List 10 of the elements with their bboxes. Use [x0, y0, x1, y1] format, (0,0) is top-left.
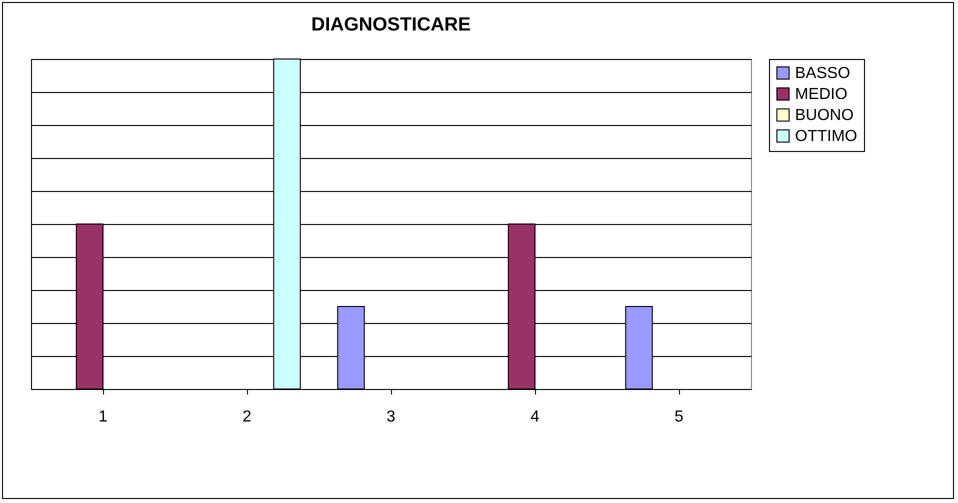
chart-title: DIAGNOSTICARE [311, 14, 471, 36]
legend-label: BASSO [795, 65, 850, 82]
legend-label: MEDIO [795, 86, 848, 103]
x-tick-label: 4 [530, 408, 540, 426]
x-tick-label: 5 [674, 408, 684, 426]
legend-label: BUONO [795, 107, 854, 124]
x-tick-label: 1 [98, 408, 108, 426]
legend-label: OTTIMO [795, 128, 858, 145]
x-tick-label: 2 [242, 408, 252, 426]
x-tick-label: 3 [386, 408, 396, 426]
